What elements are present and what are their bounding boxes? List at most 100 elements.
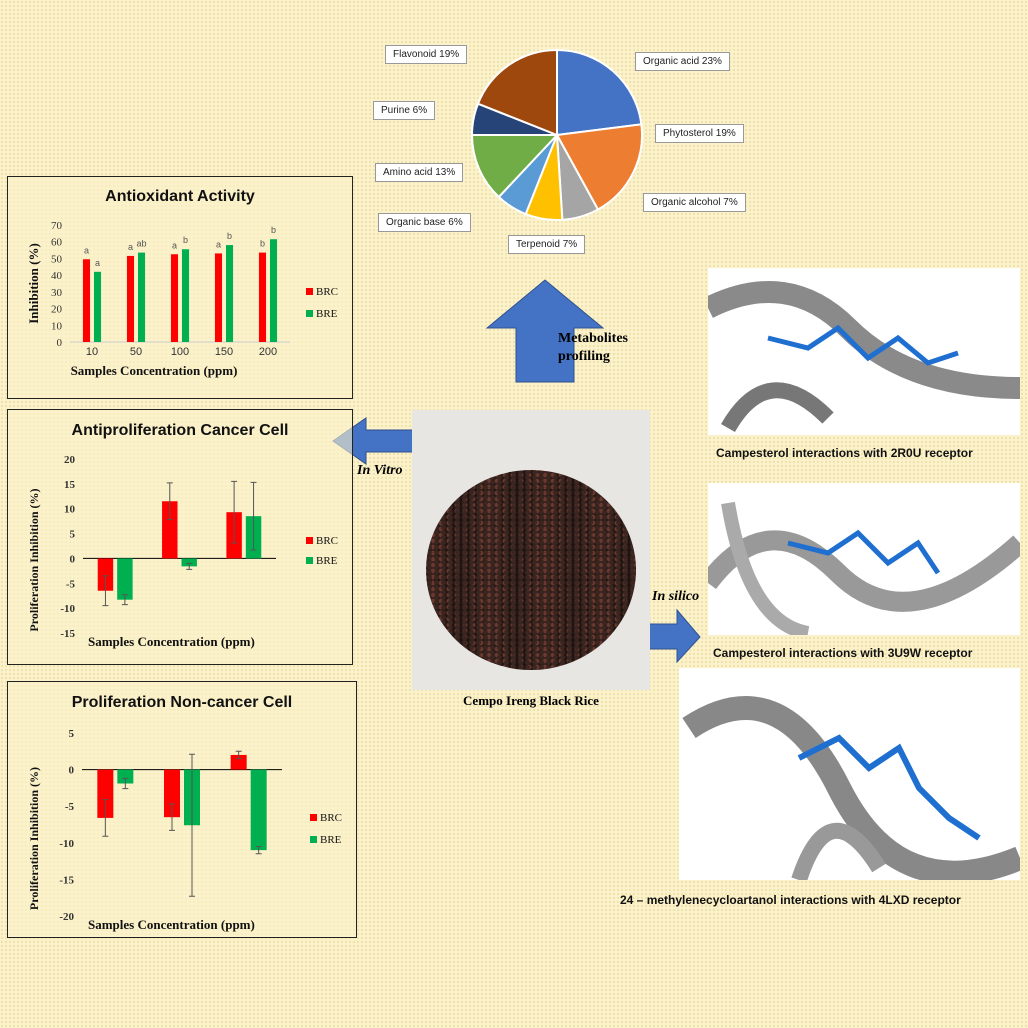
pie-label: Flavonoid 19%: [385, 45, 468, 64]
x-tick-label: 150: [215, 346, 233, 358]
legend-swatch: [306, 557, 313, 564]
significance-letter: a: [84, 245, 89, 255]
y-tick-label: 40: [51, 270, 63, 282]
significance-letter: b: [260, 239, 265, 249]
y-tick-label: 70: [51, 220, 63, 232]
in-silico-label: In silico: [652, 589, 700, 604]
y-axis-label: Proliferation Inhibition (%): [27, 767, 41, 910]
significance-letter: b: [227, 231, 232, 241]
y-tick-label: -15: [59, 874, 74, 886]
antioxidant-chart: Antioxidant Activity 0 10 20 30 40 50 60 70 10 a B…: [7, 176, 353, 399]
legend-swatch: [306, 288, 313, 295]
y-tick-label: 0: [70, 553, 76, 565]
docking-image-4lxd: [679, 668, 1020, 880]
bar-bre: [94, 271, 102, 342]
error-bar: [166, 482, 173, 521]
bar-brc: [170, 254, 178, 342]
bar-bre: [138, 252, 146, 342]
significance-letter: a: [172, 240, 177, 250]
antiproliferation-chart: Antiproliferation Cancer Cell -15 -10 -5 0 5…: [7, 409, 353, 665]
legend-label: BRC: [320, 812, 342, 824]
y-tick-label: 20: [64, 454, 76, 466]
x-axis-label: Samples Concentration (ppm): [71, 363, 238, 378]
x-tick-label: 50: [130, 346, 142, 358]
y-tick-label: -20: [59, 911, 74, 923]
legend-label: BRC: [316, 535, 338, 547]
y-tick-label: -10: [60, 603, 75, 615]
bar-bre: [117, 558, 133, 600]
bar-brc: [162, 501, 178, 559]
legend-swatch: [306, 537, 313, 544]
bar-brc: [82, 259, 90, 342]
y-tick-label: 10: [51, 320, 63, 332]
pie-label: Phytosterol 19%: [655, 124, 744, 143]
legend-label: BRE: [320, 834, 342, 846]
bar-brc: [97, 769, 114, 818]
y-tick-label: -10: [59, 838, 74, 850]
legend-swatch: [306, 310, 313, 317]
bar-brc: [214, 253, 222, 342]
proliferation-noncancer-chart: Proliferation Non-cancer Cell -20 -15 -10 -…: [7, 681, 357, 938]
y-tick-label: -15: [60, 628, 75, 640]
y-tick-label: 0: [57, 337, 63, 349]
pie-label: Organic alcohol 7%: [643, 193, 746, 212]
significance-letter: a: [128, 242, 133, 252]
docking-caption-2: Campesterol interactions with 3U9W recep…: [713, 646, 973, 660]
error-bar: [235, 750, 242, 760]
x-axis-label: Samples Concentration (ppm): [88, 917, 255, 932]
y-tick-label: 15: [64, 479, 76, 491]
pie-slice: [555, 123, 643, 211]
up-arrow-icon: [485, 279, 605, 383]
pie-label: Organic base 6%: [378, 213, 471, 232]
error-bar: [122, 777, 129, 790]
x-tick-label: 100: [171, 346, 189, 358]
y-tick-label: 60: [51, 237, 63, 249]
pie-label: Purine 6%: [373, 101, 436, 120]
chart-title: Proliferation Non-cancer Cell: [71, 694, 293, 711]
x-tick-label: 200: [259, 346, 277, 358]
significance-letter: b: [271, 225, 276, 235]
error-bar: [231, 480, 238, 544]
legend-swatch: [310, 814, 317, 821]
rice-caption: Cempo Ireng Black Rice: [463, 693, 599, 708]
legend-label: BRE: [316, 308, 338, 320]
bar-bre: [270, 239, 278, 342]
y-tick-label: 30: [51, 287, 63, 299]
y-tick-label: 5: [69, 728, 75, 740]
pie-slice: [556, 48, 643, 137]
error-bar: [102, 575, 109, 607]
pie-label: Organic acid 23%: [635, 52, 730, 71]
chart-title: Antiproliferation Cancer Cell: [71, 422, 289, 439]
pie-slice: [470, 134, 560, 199]
chart-title: Antioxidant Activity: [105, 188, 255, 205]
y-tick-label: 10: [64, 504, 76, 516]
bar-bre: [226, 245, 234, 342]
y-tick-label: 50: [51, 253, 63, 265]
pie-label: Amino acid 13%: [375, 163, 464, 182]
docking-caption-1: Campesterol interactions with 2R0U recep…: [716, 446, 973, 460]
y-axis-label: Inhibition (%): [26, 243, 41, 324]
black-rice-photo: [412, 410, 650, 690]
docking-caption-3: 24 – methylenecycloartanol interactions …: [620, 893, 961, 907]
error-bar: [186, 562, 193, 570]
in-vitro-label: In Vitro: [357, 463, 403, 478]
y-tick-label: 5: [70, 529, 76, 541]
pie-label: Terpenoid 7%: [508, 235, 586, 254]
y-tick-label: 20: [51, 304, 63, 316]
error-bar: [169, 803, 175, 831]
pie-slice: [476, 48, 558, 137]
error-bar: [189, 753, 195, 897]
x-tick-label: 10: [86, 346, 98, 358]
bar-bre: [117, 769, 134, 784]
bar-brc: [230, 754, 247, 770]
error-bar: [121, 594, 128, 606]
legend-label: BRC: [316, 286, 338, 298]
x-axis-label: Samples Concentration (ppm): [88, 634, 255, 649]
y-axis-label: Proliferation Inhibition (%): [27, 488, 41, 631]
error-bar: [255, 845, 262, 855]
bar-bre: [181, 558, 197, 567]
docking-image-3u9w: [708, 483, 1020, 635]
bar-brc: [126, 255, 134, 342]
bar-brc: [97, 558, 114, 591]
metabolites-profiling-label: Metabolites profiling: [558, 331, 628, 364]
